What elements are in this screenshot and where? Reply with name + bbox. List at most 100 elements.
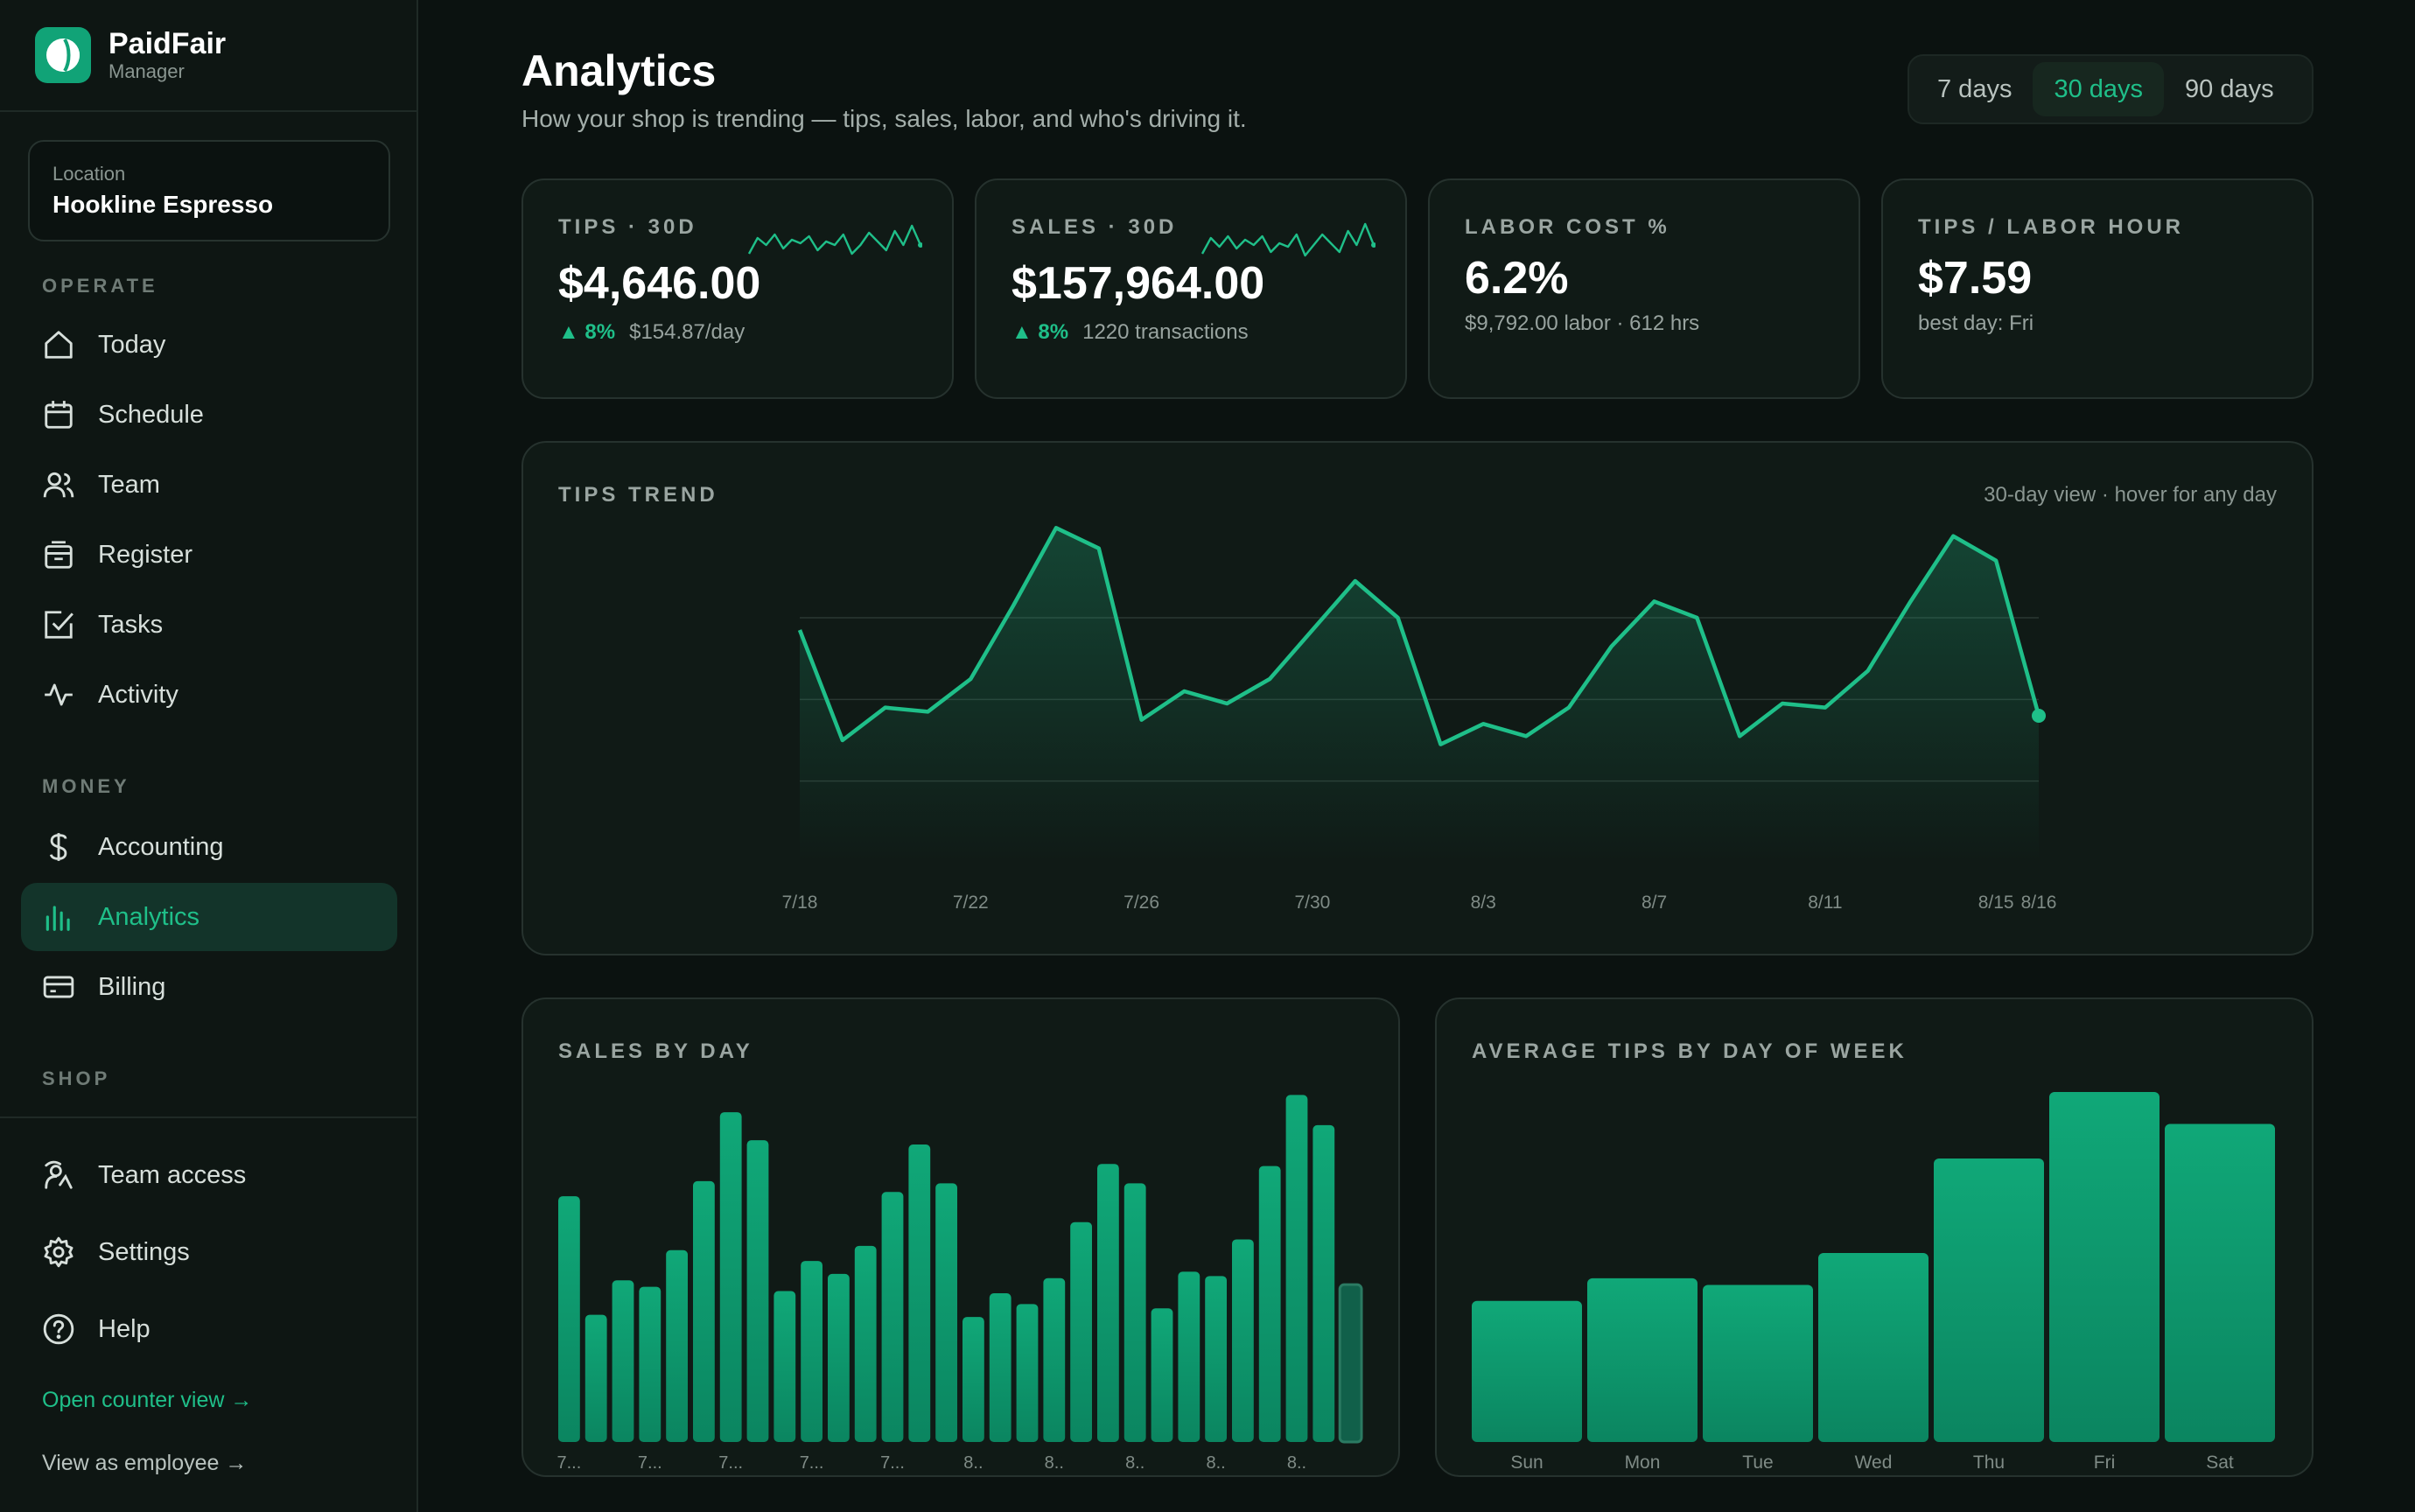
kpi-sub: best day: Fri bbox=[1918, 312, 2034, 335]
sidebar-item-activity[interactable]: Activity bbox=[21, 661, 397, 729]
gear-icon bbox=[42, 1236, 75, 1269]
calendar-icon bbox=[42, 398, 75, 431]
sales-bar[interactable] bbox=[1285, 1095, 1308, 1442]
sales-bar[interactable] bbox=[1312, 1124, 1335, 1442]
x-tick-label: 8.. bbox=[1287, 1453, 1306, 1473]
open-counter-view-link[interactable]: Open counter view → bbox=[42, 1388, 253, 1412]
sales-sparkline bbox=[1200, 222, 1376, 257]
sparkline-line bbox=[747, 224, 922, 256]
avg-tips-by-dow-chart[interactable]: Sun Mon Tue Wed Thu Fri Sat bbox=[1437, 999, 2315, 1479]
sales-bar[interactable] bbox=[989, 1293, 1012, 1442]
dow-bar[interactable] bbox=[2049, 1092, 2160, 1442]
trend-point[interactable] bbox=[2032, 709, 2046, 723]
brand-name: PaidFair bbox=[108, 27, 227, 60]
sales-bar[interactable] bbox=[584, 1314, 607, 1442]
kpi-value: $4,646.00 bbox=[558, 258, 761, 309]
kpi-card-tips: TIPS · 30D $4,646.00 ▲ 8% $154.87/day bbox=[522, 178, 954, 399]
sidebar-item-label: Billing bbox=[98, 972, 166, 1001]
sales-bar[interactable] bbox=[666, 1250, 688, 1442]
checkbox-icon bbox=[42, 608, 75, 641]
home-icon bbox=[42, 328, 75, 361]
sales-bar[interactable] bbox=[1205, 1276, 1227, 1442]
trend-line bbox=[797, 526, 2041, 746]
sales-bar[interactable] bbox=[1258, 1166, 1281, 1442]
sidebar-item-billing[interactable]: Billing bbox=[21, 953, 397, 1021]
sidebar-item-team[interactable]: Team bbox=[21, 451, 397, 519]
sales-bar[interactable] bbox=[746, 1140, 769, 1442]
sales-bar[interactable] bbox=[719, 1112, 742, 1442]
sales-bar[interactable] bbox=[1097, 1164, 1119, 1442]
dow-bar[interactable] bbox=[1703, 1284, 1813, 1442]
x-tick-label: 8.. bbox=[1206, 1453, 1225, 1473]
x-tick-label: Mon bbox=[1625, 1452, 1661, 1473]
dow-bar[interactable] bbox=[1587, 1278, 1698, 1442]
sales-bar[interactable] bbox=[558, 1196, 580, 1442]
sales-bar[interactable] bbox=[612, 1280, 634, 1442]
tips-trend-chart[interactable]: 7/18 7/22 7/26 7/30 8/3 8/7 8/11 8/15 8/16 bbox=[523, 443, 2315, 957]
range-tab-90-days[interactable]: 90 days bbox=[2185, 74, 2274, 103]
sales-bar[interactable] bbox=[1043, 1278, 1066, 1442]
sales-bar[interactable] bbox=[935, 1183, 957, 1442]
sidebar-item-register[interactable]: Register bbox=[21, 521, 397, 589]
dow-bar[interactable] bbox=[1934, 1158, 2044, 1442]
sidebar-item-label: Schedule bbox=[98, 400, 204, 429]
dow-bar[interactable] bbox=[2165, 1124, 2275, 1442]
x-tick-label: Sat bbox=[2206, 1452, 2234, 1473]
x-tick-label: Tue bbox=[1742, 1452, 1773, 1473]
sales-bar[interactable] bbox=[881, 1192, 904, 1442]
sales-bar[interactable] bbox=[639, 1286, 662, 1442]
sales-bar[interactable] bbox=[1124, 1183, 1146, 1442]
sales-bar[interactable] bbox=[1178, 1271, 1200, 1442]
sales-bar[interactable] bbox=[908, 1144, 931, 1442]
sales-bar[interactable] bbox=[828, 1273, 850, 1442]
x-tick-label: 7/26 bbox=[1124, 892, 1159, 913]
kpi-value: $7.59 bbox=[1918, 253, 2033, 304]
dow-bar[interactable] bbox=[1472, 1300, 1582, 1442]
sidebar-item-label: Help bbox=[98, 1314, 150, 1343]
sales-bar[interactable] bbox=[1232, 1239, 1254, 1442]
sidebar-item-settings[interactable]: Settings bbox=[21, 1218, 397, 1286]
sales-bar[interactable] bbox=[1070, 1222, 1092, 1442]
nav-section-money: MONEY bbox=[42, 775, 130, 797]
sidebar-item-today[interactable]: Today bbox=[21, 311, 397, 379]
location-selector[interactable]: Location Hookline Espresso bbox=[28, 140, 390, 242]
sidebar-item-label: Analytics bbox=[98, 902, 200, 931]
kpi-delta: ▲ 8% bbox=[1012, 320, 1069, 344]
sidebar-item-team-access[interactable]: Team access bbox=[21, 1141, 397, 1209]
sales-bar[interactable] bbox=[1151, 1308, 1173, 1442]
location-value: Hookline Espresso bbox=[52, 191, 274, 218]
sidebar-item-analytics[interactable]: Analytics bbox=[21, 883, 397, 951]
sales-bar[interactable] bbox=[1338, 1283, 1363, 1444]
kpi-label: SALES · 30D bbox=[1012, 215, 1178, 239]
sidebar-divider bbox=[0, 1116, 418, 1118]
help-icon bbox=[42, 1312, 75, 1346]
range-tab-30-days[interactable]: 30 days bbox=[2033, 62, 2165, 116]
brand-role: Manager bbox=[108, 60, 185, 82]
x-tick-label: 8.. bbox=[963, 1453, 983, 1473]
sidebar-item-accounting[interactable]: Accounting bbox=[21, 813, 397, 881]
view-as-employee-link[interactable]: View as employee → bbox=[42, 1451, 248, 1475]
sales-bar[interactable] bbox=[1016, 1304, 1039, 1442]
trend-area bbox=[800, 528, 2039, 863]
x-tick-label: 7/30 bbox=[1294, 892, 1330, 913]
sales-bar[interactable] bbox=[801, 1261, 822, 1442]
x-tick-label: 7... bbox=[880, 1453, 905, 1473]
sidebar-item-tasks[interactable]: Tasks bbox=[21, 591, 397, 659]
sidebar-item-schedule[interactable]: Schedule bbox=[21, 381, 397, 449]
kpi-card-sales: SALES · 30D $157,964.00 ▲ 8% 1220 transa… bbox=[975, 178, 1407, 399]
x-tick-label: 7... bbox=[557, 1453, 582, 1473]
sidebar-item-help[interactable]: Help bbox=[21, 1295, 397, 1363]
brand[interactable]: PaidFair Manager bbox=[35, 26, 226, 84]
sales-bar[interactable] bbox=[693, 1180, 715, 1442]
sales-by-day-chart[interactable]: 7... 7... 7... 7... 7... 8.. 8.. 8.. 8.. 8.. bbox=[523, 999, 1402, 1479]
sales-bar[interactable] bbox=[962, 1317, 984, 1442]
nav-section-shop: SHOP bbox=[42, 1068, 111, 1089]
sales-bar[interactable] bbox=[854, 1245, 877, 1442]
sales-bar[interactable] bbox=[774, 1291, 796, 1442]
tips-trend-panel: TIPS TREND 30-day view · hover for any d… bbox=[522, 441, 2314, 956]
kpi-delta: ▲ 8% bbox=[558, 320, 616, 344]
sidebar-item-label: Register bbox=[98, 540, 192, 569]
kpi-label: TIPS · 30D bbox=[558, 215, 697, 239]
range-tab-7-days[interactable]: 7 days bbox=[1937, 74, 2012, 103]
dow-bar[interactable] bbox=[1818, 1253, 1928, 1442]
